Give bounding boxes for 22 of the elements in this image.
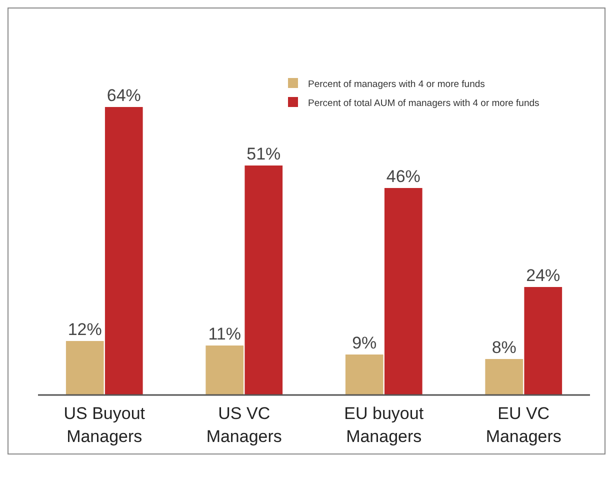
legend-label: Percent of total AUM of managers with 4 or more funds [308,98,540,109]
bar [345,354,384,395]
x-tick-label: EU VC Managers [486,404,562,446]
data-label: 51% [246,144,281,164]
bar [66,341,104,395]
x-tick-label: EU buyout Managers [344,404,424,446]
bar [104,107,143,395]
data-label: 24% [526,266,560,285]
x-tick-label: US VC Managers [206,404,282,446]
data-label: 9% [352,334,377,352]
bar [485,359,524,395]
data-label: 8% [492,338,516,357]
bar [524,287,562,395]
data-label: 11% [208,324,241,344]
data-label: 46% [386,167,420,186]
bar [244,166,283,395]
data-label: 12% [68,320,102,339]
bar [384,188,422,395]
x-tick-label: US Buyout Managers [64,404,146,446]
legend-label: Percent of managers with 4 or more funds [308,79,486,90]
data-label: 64% [106,86,141,105]
bar [206,346,244,395]
